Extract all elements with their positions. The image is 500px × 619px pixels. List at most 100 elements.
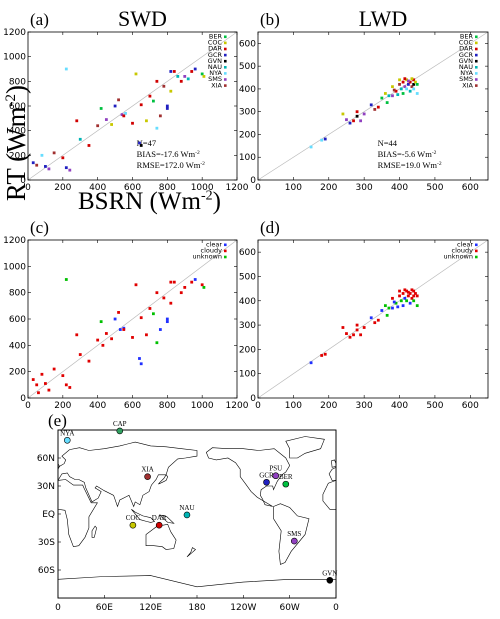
legend-marker <box>475 84 478 87</box>
data-point <box>396 93 400 97</box>
data-point <box>37 391 40 395</box>
data-point <box>394 89 398 93</box>
x-tick-label: 1000 <box>191 183 214 193</box>
data-point <box>99 320 103 324</box>
data-point <box>155 291 159 295</box>
y-tick-label: 400 <box>239 85 256 95</box>
data-point <box>193 67 197 71</box>
data-point <box>398 289 401 293</box>
data-point <box>75 119 79 123</box>
x-tick-label: 300 <box>356 183 373 193</box>
data-point <box>410 296 414 300</box>
coastline-new-guinea <box>159 514 175 524</box>
coastline-eurasia <box>57 441 198 508</box>
x-tick-label: 200 <box>320 401 337 411</box>
data-point <box>323 137 327 141</box>
data-point <box>380 309 384 312</box>
legend-label: GCR <box>459 51 474 59</box>
coastline-south-america <box>273 503 310 565</box>
legend-marker <box>224 35 227 39</box>
y-tick-label: 400 <box>9 341 26 351</box>
data-point <box>200 72 204 76</box>
data-point <box>352 119 355 123</box>
panel-label: (b) <box>260 10 280 29</box>
data-point <box>323 352 327 356</box>
x-tick-label: 100 <box>285 183 302 193</box>
data-point <box>414 292 417 295</box>
legend-label: SMS <box>459 75 473 83</box>
legend-marker <box>224 243 227 247</box>
data-point <box>415 92 419 95</box>
data-point <box>412 87 416 91</box>
data-point <box>122 328 126 331</box>
y-tick-label: 1000 <box>3 262 26 272</box>
data-point <box>131 121 134 125</box>
y-tick-label: 400 <box>9 127 26 137</box>
data-point <box>104 118 108 121</box>
data-point <box>394 301 398 305</box>
y-tick-label: 800 <box>9 289 26 299</box>
data-point <box>405 299 409 303</box>
y-tick-label: 200 <box>239 345 256 355</box>
one-to-one-line <box>27 239 238 399</box>
data-point <box>376 105 380 109</box>
data-point <box>117 98 120 102</box>
y-tick-label: 100 <box>239 370 256 380</box>
y-tick-label: 100 <box>239 153 256 163</box>
legend-label: cloudy <box>201 247 223 255</box>
panel-title: SWD <box>118 6 167 31</box>
x-axis-title-text: BSRN (Wm <box>78 188 201 215</box>
data-point <box>145 333 148 337</box>
data-point <box>139 103 143 107</box>
legend-label: XIA <box>211 81 222 89</box>
data-point <box>398 294 401 298</box>
data-point <box>383 92 387 95</box>
data-point <box>373 108 377 111</box>
stat-rmse: RMSE=172.0 Wm-2 <box>137 160 206 170</box>
stat-n: N=47 <box>137 138 156 148</box>
data-point <box>165 104 169 108</box>
data-point <box>169 70 173 73</box>
y-tick-label: 200 <box>9 368 26 378</box>
y-tick-label: 600 <box>9 315 26 325</box>
legend-marker <box>224 249 227 253</box>
data-point <box>120 113 124 117</box>
data-point <box>401 92 405 95</box>
data-point <box>369 103 373 107</box>
data-point <box>348 335 352 339</box>
data-point <box>391 306 394 310</box>
data-point <box>408 292 412 295</box>
station-marker <box>263 478 270 486</box>
station-marker <box>326 576 334 584</box>
data-point <box>398 78 401 82</box>
legend-label: NYA <box>460 69 473 77</box>
data-point <box>391 85 394 89</box>
x-tick-label: 600 <box>462 401 479 411</box>
map-y-tick-label: 30N <box>37 482 55 492</box>
data-point <box>138 357 141 360</box>
data-point <box>64 278 68 281</box>
x-tick-label: 300 <box>356 401 373 411</box>
data-point <box>403 296 407 300</box>
data-point <box>172 280 176 284</box>
data-point <box>406 290 410 294</box>
data-point <box>44 382 47 385</box>
data-point <box>162 296 166 300</box>
data-point <box>158 114 162 118</box>
station-marker <box>272 472 280 480</box>
coastline-greenland <box>285 436 325 459</box>
legend-marker <box>224 72 227 75</box>
map-y-tick-label: EQ <box>42 510 55 520</box>
data-point <box>152 312 155 316</box>
data-point <box>190 280 194 284</box>
coastline-africa <box>57 479 98 548</box>
data-point <box>387 306 391 310</box>
y-tick-label: 500 <box>239 272 256 282</box>
legend-label: NAU <box>208 63 222 71</box>
data-point <box>183 286 187 289</box>
data-point <box>309 361 313 365</box>
station-label: PSU <box>269 465 282 473</box>
legend-label: NAU <box>459 63 473 71</box>
legend-label: BER <box>460 33 474 41</box>
data-point <box>341 112 345 116</box>
